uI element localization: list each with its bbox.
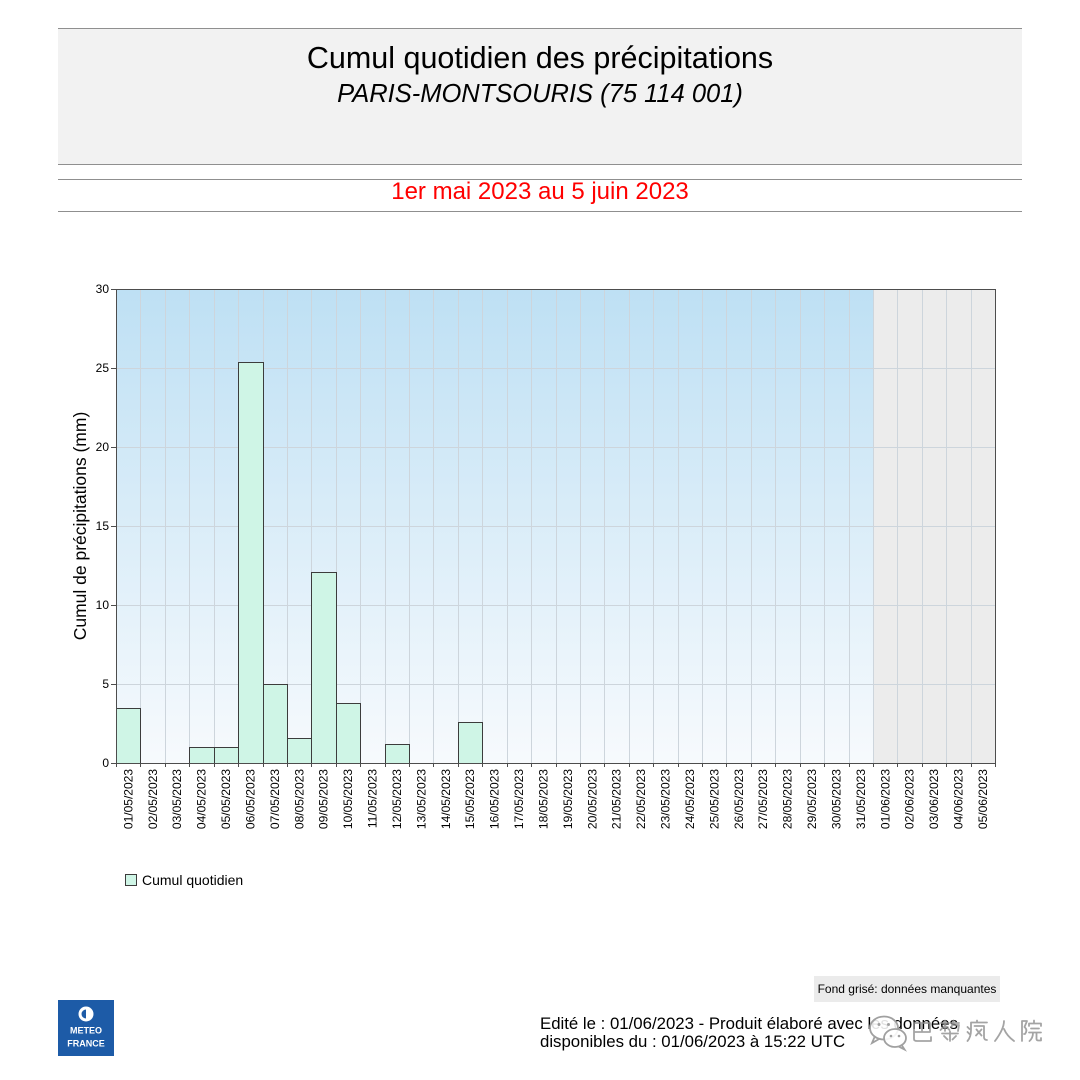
- x-tick-label: 12/05/2023: [390, 769, 404, 829]
- precipitation-bar-07-05-2023: [263, 684, 288, 764]
- y-tick-label: 5: [102, 677, 109, 691]
- x-tick-label: 29/05/2023: [805, 769, 819, 829]
- precipitation-bar-10-05-2023: [336, 703, 361, 764]
- x-tick-label: 03/06/2023: [927, 769, 941, 829]
- wechat-watermark: [869, 1015, 1042, 1052]
- x-tick-label: 05/05/2023: [219, 769, 233, 829]
- x-tick-label: 11/05/2023: [366, 769, 380, 828]
- x-tick-label: 01/05/2023: [121, 769, 135, 829]
- y-tick-label: 15: [96, 519, 110, 533]
- edition-info: Edité le : 01/06/2023 - Produit élaboré …: [540, 1015, 958, 1051]
- y-tick-label: 20: [96, 440, 110, 454]
- missing-data-note: Fond grisé: données manquantes: [814, 976, 1000, 1002]
- axes: 0 5 10 15 20 25 30 01/05/2023 02/05/2023 03/05/20…: [96, 282, 996, 829]
- precipitation-bar-05-05-2023: [214, 747, 239, 764]
- meteo-france-logo: METEO FRANCE: [58, 1000, 114, 1056]
- y-tick-label: 30: [96, 282, 110, 296]
- x-tick-label: 19/05/2023: [561, 769, 575, 829]
- x-tick-label: 21/05/2023: [610, 769, 624, 829]
- x-tick-label: 15/05/2023: [463, 769, 477, 829]
- precipitation-bar-04-05-2023: [189, 747, 215, 764]
- wechat-icon: [869, 1015, 908, 1052]
- logo-text-france: FRANCE: [67, 1039, 105, 1049]
- x-tick-label: 27/05/2023: [756, 769, 770, 829]
- x-tick-label: 05/06/2023: [976, 769, 990, 829]
- gridlines: [116, 289, 995, 763]
- precipitation-chart: 0 5 10 15 20 25 30 01/05/2023 02/05/2023 03/05/20…: [70, 282, 996, 829]
- x-tick-label: 14/05/2023: [439, 769, 453, 829]
- x-tick-label: 24/05/2023: [683, 769, 697, 829]
- x-tick-label: 08/05/2023: [292, 769, 306, 829]
- legend-swatch: [125, 874, 137, 886]
- x-tick-label: 25/05/2023: [707, 769, 721, 829]
- x-tick-label: 09/05/2023: [317, 769, 331, 829]
- precipitation-bar-15-05-2023: [458, 722, 483, 764]
- station-name: PARIS-MONTSOURIS (75 114 001): [337, 80, 743, 108]
- x-tick-label: 26/05/2023: [732, 769, 746, 829]
- period-divider-bottom: [58, 211, 1022, 212]
- x-tick-label: 03/05/2023: [170, 769, 184, 829]
- period-divider-top: [58, 179, 1022, 180]
- chart-title: Cumul quotidien des précipitations: [306, 41, 774, 75]
- x-tick-label: 10/05/2023: [341, 769, 355, 829]
- chart-header: [58, 28, 1022, 165]
- legend: Cumul quotidien: [125, 871, 243, 889]
- bars: [116, 362, 483, 764]
- x-tick-label: 01/06/2023: [878, 769, 892, 829]
- precipitation-bar-08-05-2023: [287, 738, 312, 764]
- y-tick-label: 0: [102, 756, 109, 770]
- x-tick-label: 17/05/2023: [512, 769, 526, 829]
- x-tick-label: 02/05/2023: [146, 769, 160, 829]
- precipitation-bar-12-05-2023: [385, 744, 410, 764]
- x-tick-label: 22/05/2023: [634, 769, 648, 829]
- x-tick-label: 02/06/2023: [903, 769, 917, 829]
- x-tick-label: 04/06/2023: [952, 769, 966, 829]
- y-tick-label: 25: [96, 361, 110, 375]
- x-tick-label: 06/05/2023: [243, 769, 257, 829]
- logo-text-meteo: METEO: [70, 1026, 102, 1036]
- precipitation-bar-06-05-2023: [238, 362, 264, 764]
- edition-line-2: disponibles du : 01/06/2023 à 15:22 UTC: [540, 1032, 846, 1051]
- precipitation-bar-01-05-2023: [116, 708, 141, 764]
- x-tick-label: 04/05/2023: [195, 769, 209, 829]
- y-tick-label: 10: [96, 598, 110, 612]
- x-tick-label: 20/05/2023: [585, 769, 599, 829]
- x-tick-label: 30/05/2023: [829, 769, 843, 829]
- x-tick-label: 07/05/2023: [268, 769, 282, 829]
- legend-label: Cumul quotidien: [142, 872, 244, 888]
- x-tick-label: 31/05/2023: [854, 769, 868, 829]
- watermark-lettering: [913, 1019, 1042, 1042]
- meteo-france-emblem-icon: [78, 1006, 94, 1022]
- y-axis-label: Cumul de précipitations (mm): [70, 412, 90, 641]
- precipitation-bar-09-05-2023: [311, 572, 337, 764]
- x-tick-label: 16/05/2023: [488, 769, 502, 829]
- edition-line-1: Edité le : 01/06/2023 - Produit élaboré …: [540, 1014, 958, 1033]
- x-tick-label: 13/05/2023: [414, 769, 428, 829]
- period-range: 1er mai 2023 au 5 juin 2023: [391, 178, 689, 205]
- x-tick-label: 28/05/2023: [781, 769, 795, 829]
- x-tick-label: 18/05/2023: [536, 769, 550, 829]
- x-tick-label: 23/05/2023: [659, 769, 673, 829]
